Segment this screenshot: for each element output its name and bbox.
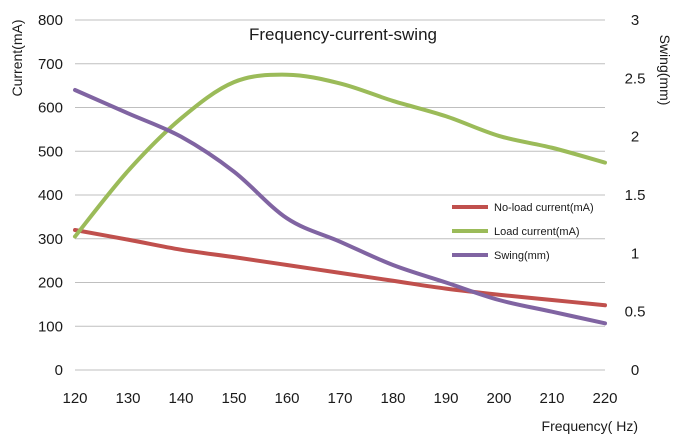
x-tick-label: 170 [327, 390, 352, 407]
y2-tick-label: 1.5 [625, 187, 646, 204]
y-axis-ticks: 0 100 200 300 400 500 600 700 800 [38, 12, 63, 379]
x-axis-ticks: 120 130 140 150 160 170 180 190 200 210 220 [62, 390, 617, 407]
gridlines [75, 19, 605, 327]
y2-tick-label: 1 [631, 245, 639, 262]
y-tick-label: 400 [38, 187, 63, 204]
x-tick-label: 220 [592, 390, 617, 407]
y-tick-label: 500 [38, 143, 63, 160]
y-tick-label: 600 [38, 100, 63, 117]
y-tick-label: 100 [38, 318, 63, 335]
x-tick-label: 180 [380, 390, 405, 407]
y2-tick-label: 2.5 [625, 70, 646, 87]
y2-axis-ticks: 0 0.5 1 1.5 2 2.5 3 [625, 12, 646, 379]
y-tick-label: 200 [38, 275, 63, 292]
legend-label: Load current(mA) [494, 226, 580, 238]
legend-label: Swing(mm) [494, 250, 550, 262]
x-axis-title: Frequency( Hz) [542, 418, 638, 434]
x-tick-label: 160 [274, 390, 299, 407]
legend: No-load current(mA) Load current(mA) Swing… [452, 202, 594, 262]
y2-tick-label: 3 [631, 12, 639, 29]
x-tick-label: 130 [115, 390, 140, 407]
x-tick-label: 210 [539, 390, 564, 407]
y-tick-label: 300 [38, 231, 63, 248]
series-line-load-current-ma [73, 72, 607, 239]
y2-tick-label: 0.5 [625, 304, 646, 321]
x-tick-label: 150 [221, 390, 246, 407]
y-tick-label: 700 [38, 56, 63, 73]
x-tick-label: 140 [168, 390, 193, 407]
series-lines [73, 72, 607, 326]
series-line-no-load-current-ma [73, 228, 607, 308]
chart-title: Frequency-current-swing [249, 25, 437, 44]
x-tick-label: 190 [433, 390, 458, 407]
x-tick-label: 120 [62, 390, 87, 407]
y-axis-title: Current(mA) [9, 19, 25, 96]
y2-tick-label: 2 [631, 129, 639, 146]
y-tick-label: 800 [38, 12, 63, 29]
series-line-swing-mm [73, 88, 607, 326]
legend-label: No-load current(mA) [494, 202, 594, 214]
y2-tick-label: 0 [631, 362, 639, 379]
y2-axis-title: Swing(mm) [657, 35, 673, 106]
y-tick-label: 0 [55, 362, 63, 379]
x-tick-label: 200 [486, 390, 511, 407]
